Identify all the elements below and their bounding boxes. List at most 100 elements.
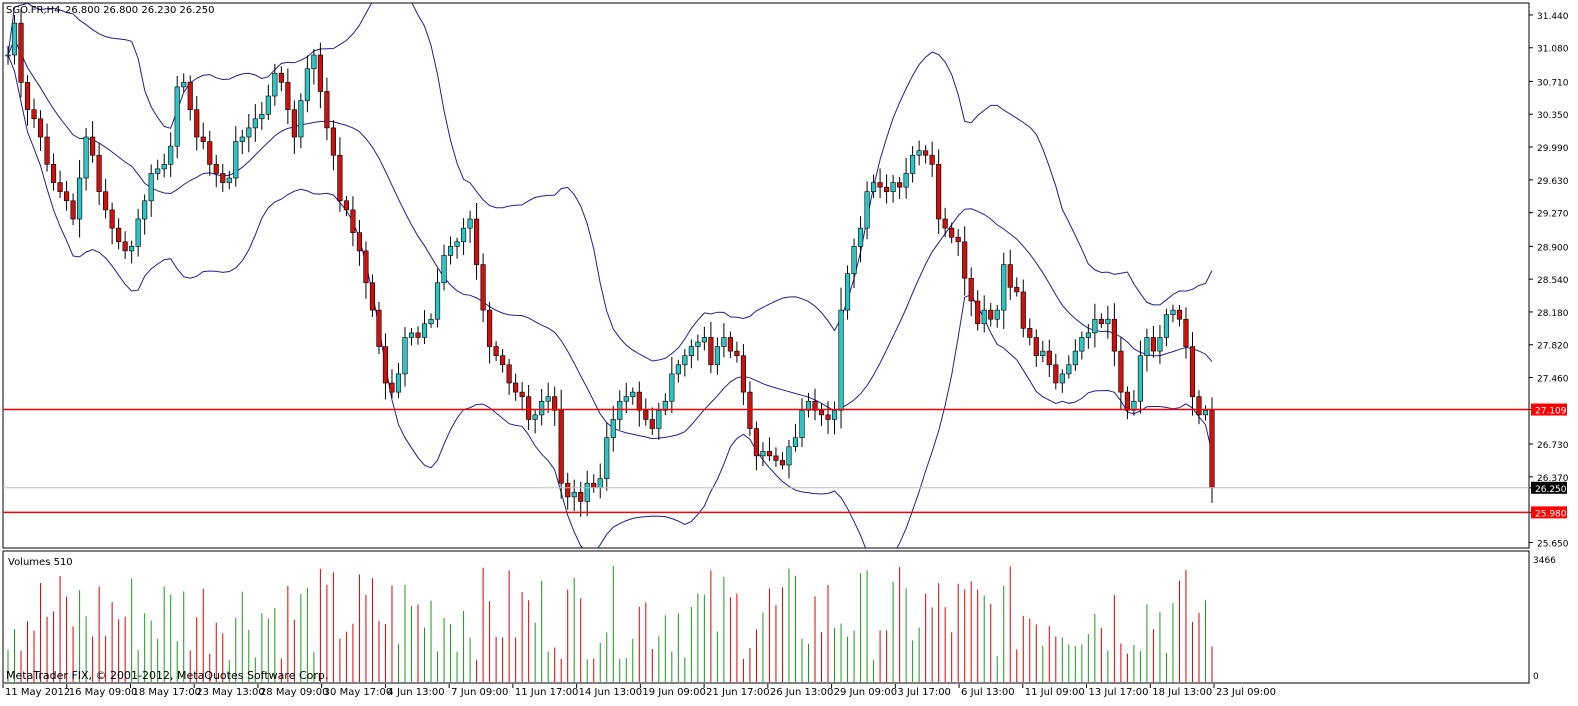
candle	[727, 331, 733, 358]
candle-body	[662, 400, 668, 411]
candle-body	[317, 54, 323, 92]
candle-body	[50, 164, 57, 183]
time-axis-label: 14 Jun 13:00	[579, 687, 643, 698]
candle	[766, 437, 773, 462]
candle	[50, 153, 57, 191]
candle-body	[623, 396, 629, 402]
candle-body	[1014, 287, 1020, 293]
candle-body	[773, 455, 779, 461]
price-pane-border	[2, 2, 1530, 549]
price-axis-label: 27.109	[1535, 407, 1567, 417]
price-axis-label: 31.440	[1537, 12, 1569, 22]
candle	[662, 393, 668, 416]
candle-body	[454, 241, 460, 247]
time-axis-label: 18 Jul 13:00	[1152, 687, 1212, 698]
price-axis-label: 28.540	[1537, 276, 1569, 286]
candle	[272, 63, 278, 106]
candle	[1020, 279, 1026, 338]
candle-body	[747, 391, 753, 429]
candle	[1183, 307, 1189, 359]
candle	[441, 244, 447, 291]
candle-body	[1131, 400, 1137, 411]
candle	[1033, 329, 1039, 367]
candle-body	[558, 410, 564, 484]
volume-pane[interactable]: 3466 0 Volumes 510	[2, 550, 1556, 684]
candle-body	[129, 246, 135, 252]
price-axis-label: 29.990	[1537, 144, 1569, 154]
candle-body	[857, 227, 864, 247]
horizontal-levels[interactable]	[3, 408, 1529, 514]
candle-body	[272, 72, 278, 97]
time-axis-label: 18 May 17:00	[132, 687, 201, 698]
candle	[1105, 305, 1111, 339]
candle	[831, 401, 838, 435]
candle	[649, 407, 655, 435]
current-price-tag	[1531, 481, 1567, 494]
price-axis-label: 28.180	[1537, 309, 1569, 319]
candle	[493, 341, 499, 361]
candle-body	[786, 446, 792, 466]
candle	[1092, 303, 1098, 348]
candle-body	[161, 164, 167, 170]
bollinger-upper-band	[7, 3, 1213, 362]
candle	[122, 231, 128, 260]
candle	[630, 387, 636, 405]
price-axis-label: 25.650	[1537, 539, 1569, 549]
candle-body	[1020, 291, 1026, 329]
candle	[714, 337, 720, 375]
candle	[532, 409, 538, 434]
candle	[1124, 386, 1130, 420]
candle-body	[545, 396, 551, 402]
candle-body	[103, 191, 109, 211]
candle	[142, 194, 148, 235]
candle	[83, 127, 89, 191]
price-pane[interactable]: 31.440 31.080 30.710 30.350 29.990 29.630 29.2…	[2, 0, 1569, 566]
candle	[337, 137, 343, 212]
candle-body	[376, 309, 382, 347]
candle-body	[597, 478, 603, 489]
price-axis-label: 31.080	[1537, 45, 1569, 55]
candle-body	[447, 246, 454, 256]
candle	[324, 77, 330, 141]
candle-body	[181, 82, 187, 88]
ohlc-readout: 26.800 26.800 26.230 26.250	[65, 5, 215, 16]
candle-body	[871, 182, 877, 192]
candle-body	[669, 373, 675, 402]
symbol-label: SGO.FR,H4	[6, 5, 61, 16]
candle-body	[617, 400, 623, 420]
candle-body	[207, 141, 213, 165]
candle	[213, 154, 219, 188]
candle	[298, 93, 304, 149]
candle	[1189, 332, 1196, 416]
candle-body	[402, 337, 408, 375]
candle	[877, 168, 883, 198]
candle-body	[831, 410, 838, 420]
candle	[1163, 308, 1170, 347]
candle-body	[949, 227, 955, 238]
candle-body	[5, 54, 11, 57]
candle-body	[428, 318, 434, 325]
candle	[552, 386, 558, 426]
candle	[740, 343, 746, 405]
candle-body	[975, 300, 981, 325]
candle	[395, 363, 402, 399]
candle-body	[1040, 350, 1046, 356]
candle	[734, 341, 740, 363]
candle	[77, 160, 83, 238]
candle-body	[415, 332, 421, 338]
candle	[1111, 303, 1117, 367]
candle	[682, 349, 688, 377]
candle-body	[962, 241, 968, 279]
candle-body	[493, 346, 499, 356]
time-axis-label: 11 May 2012	[5, 687, 70, 698]
bollinger-middle-band	[7, 37, 1213, 440]
candle	[786, 439, 792, 479]
price-axis-label: 26.730	[1537, 441, 1569, 451]
candle	[389, 369, 395, 399]
candle-body	[565, 482, 571, 498]
candle	[161, 153, 167, 178]
candle-body	[864, 191, 870, 229]
candle-body	[278, 72, 284, 83]
